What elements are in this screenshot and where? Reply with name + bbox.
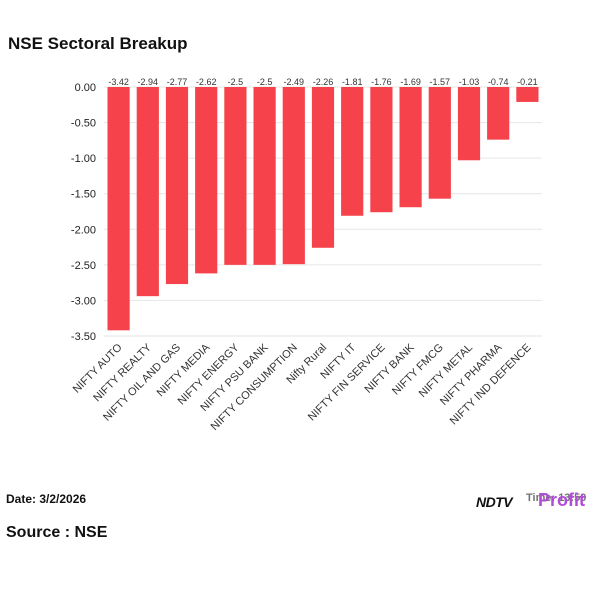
brand-ndtv: NDTV (476, 494, 513, 510)
data-label: -2.5 (257, 77, 273, 87)
bar (136, 87, 159, 297)
data-label: -1.57 (430, 77, 451, 87)
data-label: -1.03 (459, 77, 480, 87)
y-tick-label: -1.00 (71, 153, 96, 165)
brand-logo: NDTV Time: 13:50 Profit (476, 490, 596, 514)
bar (370, 87, 393, 213)
bar (428, 87, 451, 199)
bar (311, 87, 335, 248)
data-label: -2.26 (313, 77, 334, 87)
data-label: -1.81 (342, 77, 363, 87)
source-label: Source : NSE (6, 524, 108, 541)
y-tick-label: -0.50 (71, 118, 96, 130)
date-label: Date: 3/2/2026 (6, 492, 87, 506)
y-tick-label: 0.00 (75, 82, 96, 94)
data-label: -2.62 (196, 77, 217, 87)
bar (457, 87, 481, 161)
data-label: -2.77 (167, 77, 188, 87)
bar (399, 87, 422, 208)
bar (487, 87, 510, 140)
y-tick-label: -2.50 (71, 260, 96, 272)
data-label: -2.49 (284, 77, 305, 87)
category-label: NIFTY AUTO (71, 341, 125, 395)
bar (165, 87, 189, 285)
y-tick-label: -3.50 (71, 331, 96, 343)
bar (107, 87, 130, 331)
data-label: -0.74 (488, 77, 509, 87)
data-label: -1.76 (371, 77, 392, 87)
bar (282, 87, 305, 265)
data-label: -2.5 (228, 77, 244, 87)
bar (341, 87, 364, 216)
data-label: -1.69 (400, 77, 421, 87)
bar (195, 87, 218, 274)
data-label: -2.94 (138, 77, 159, 87)
bar (253, 87, 276, 265)
y-tick-label: -1.50 (71, 189, 96, 201)
data-label: -3.42 (108, 77, 129, 87)
bar (224, 87, 247, 265)
bar-chart: 0.00 -0.50 -1.00 -1.50 -2.00 -2.50 -3.00 -3.50 -… (71, 77, 542, 433)
data-label: -0.21 (517, 77, 538, 87)
chart-title: NSE Sectoral Breakup (8, 34, 188, 53)
bar (516, 87, 539, 102)
y-tick-label: -2.00 (71, 224, 96, 236)
brand-profit: Profit (538, 490, 585, 510)
y-tick-label: -3.00 (71, 295, 96, 307)
time-label: Time: 13:50 (526, 492, 587, 504)
